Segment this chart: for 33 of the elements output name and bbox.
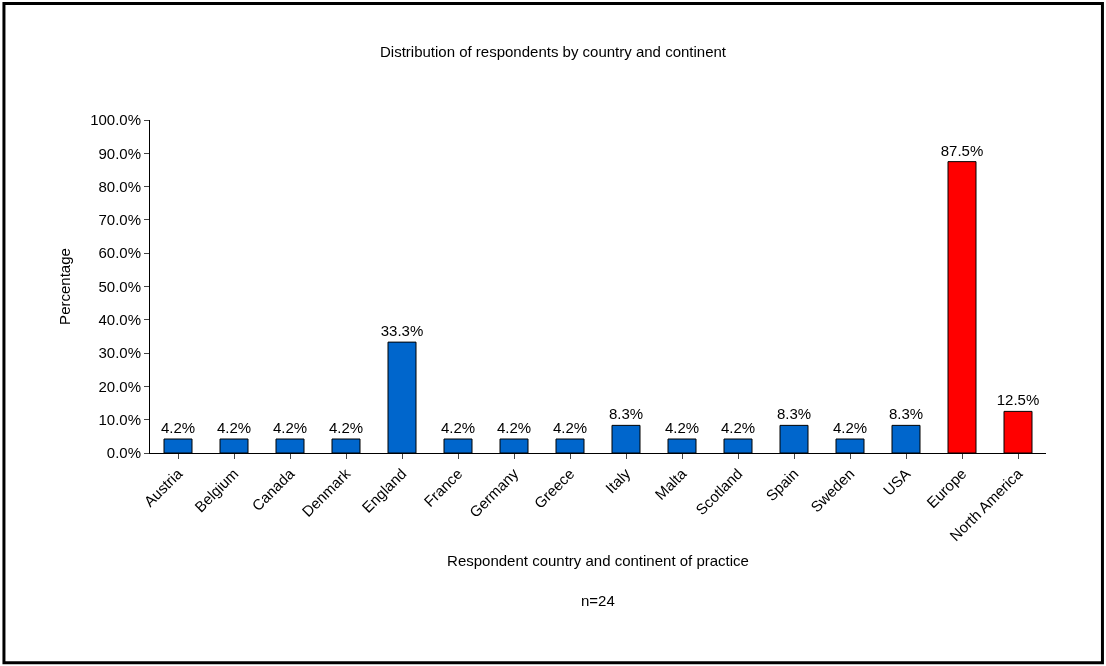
data-label: 4.2% xyxy=(664,419,700,437)
data-label: 4.2% xyxy=(440,419,476,437)
y-tick-label: 80.0% xyxy=(98,177,141,195)
y-tick-label: 100.0% xyxy=(90,111,141,129)
chart-title: Distribution of respondents by country and continent xyxy=(379,43,727,61)
data-label: 8.3% xyxy=(776,405,812,423)
data-label: 33.3% xyxy=(380,322,424,340)
x-tick-label: USA xyxy=(879,464,914,499)
y-tick-label: 30.0% xyxy=(98,344,141,362)
data-label: 87.5% xyxy=(940,141,984,159)
y-tick-label: 90.0% xyxy=(98,144,141,162)
y-axis-title: Percentage xyxy=(56,248,74,325)
y-tick-label: 40.0% xyxy=(98,311,141,329)
data-label: 8.3% xyxy=(608,405,644,423)
y-tick-label: 20.0% xyxy=(98,377,141,395)
data-label: 4.2% xyxy=(272,419,308,437)
y-tick-label: 0.0% xyxy=(106,444,141,462)
y-tick-label: 50.0% xyxy=(98,277,141,295)
y-tick-label: 10.0% xyxy=(98,410,141,428)
data-label: 4.2% xyxy=(216,419,252,437)
y-tick-label: 60.0% xyxy=(98,244,141,262)
data-label: 4.2% xyxy=(720,419,756,437)
data-label: 4.2% xyxy=(160,419,196,437)
data-label: 4.2% xyxy=(552,419,588,437)
data-label: 8.3% xyxy=(888,405,924,423)
data-label: 4.2% xyxy=(832,419,868,437)
x-tick-label: Italy xyxy=(601,464,634,497)
text: n=24 xyxy=(581,592,615,609)
x-axis-title: Respondent country and continent of practice xyxy=(447,552,749,570)
y-tick-label: 70.0% xyxy=(98,211,141,229)
data-label: 4.2% xyxy=(328,419,364,437)
data-label: 4.2% xyxy=(496,419,532,437)
data-label: 12.5% xyxy=(996,391,1040,409)
